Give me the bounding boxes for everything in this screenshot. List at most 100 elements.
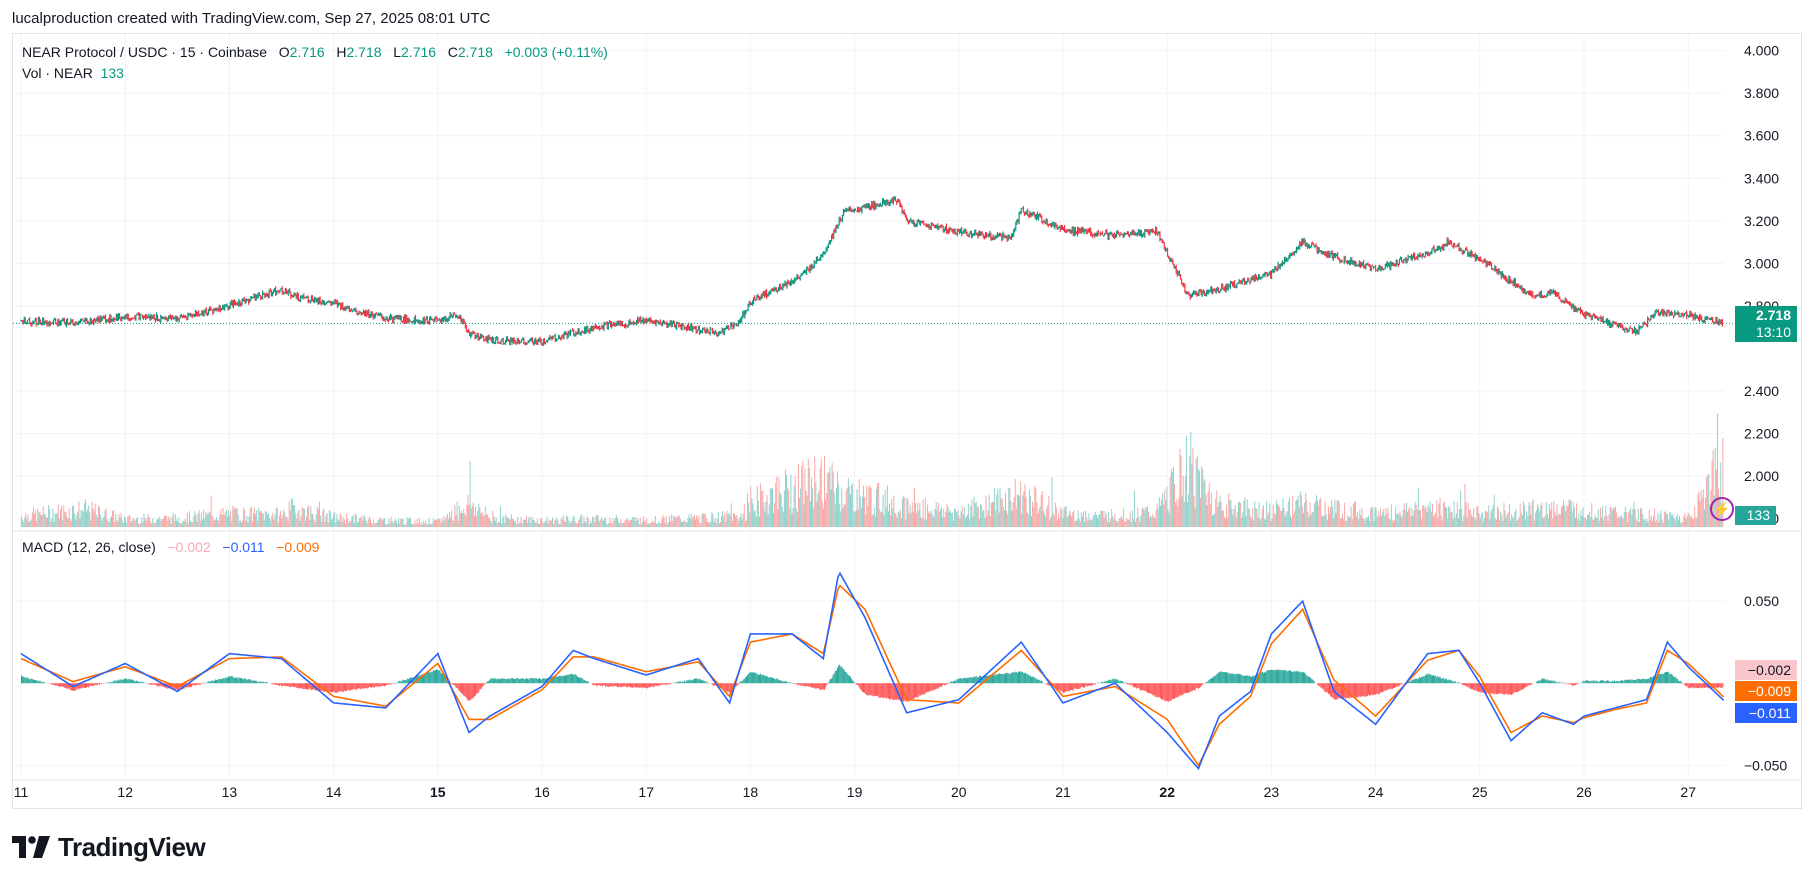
macd-hist-bar xyxy=(211,680,213,684)
volume-bar xyxy=(991,502,993,527)
macd-hist-bar xyxy=(799,683,801,685)
macd-hist-bar xyxy=(669,683,671,685)
macd-hist-bar xyxy=(1072,683,1074,691)
volume-bar xyxy=(945,511,947,527)
macd-hist-bar xyxy=(263,682,265,684)
volume-bar xyxy=(988,494,990,527)
macd-hist-bar xyxy=(1383,683,1385,692)
macd-hist-bar xyxy=(760,673,762,684)
macd-hist-bar xyxy=(462,683,464,694)
tradingview-mark-icon xyxy=(12,836,50,858)
volume-bar xyxy=(456,501,458,527)
macd-hist-bar xyxy=(506,678,508,684)
volume-bar xyxy=(178,517,180,527)
macd-hist-bar xyxy=(156,683,158,686)
macd-hist-bar xyxy=(797,683,799,686)
macd-hist-bar xyxy=(813,683,815,688)
volume-bar xyxy=(737,518,739,527)
macd-hist-bar xyxy=(726,683,728,692)
macd-hist-bar xyxy=(576,676,578,684)
volume-bar xyxy=(468,505,470,527)
macd-hist-bar xyxy=(939,683,941,687)
volume-bar xyxy=(724,513,726,527)
macd-hist-bar xyxy=(1150,683,1152,694)
macd-hist-bar xyxy=(1357,683,1359,697)
macd-hist-bar xyxy=(955,681,957,684)
macd-hist-bar xyxy=(851,678,853,684)
macd-signal-tag: −0.009 xyxy=(1735,681,1797,701)
macd-hist-bar xyxy=(1028,675,1030,684)
volume-bar xyxy=(1618,516,1620,527)
volume-bar xyxy=(749,512,751,527)
macd-hist-bar xyxy=(765,676,767,684)
lightning-icon[interactable]: ⚡ xyxy=(1710,497,1734,521)
volume-bar xyxy=(161,519,163,527)
macd-hist-bar xyxy=(1172,683,1174,699)
macd-hist-bar xyxy=(1584,680,1586,684)
volume-bar xyxy=(903,495,905,527)
volume-bar xyxy=(1417,487,1419,527)
volume-bar xyxy=(1682,521,1684,527)
volume-bar xyxy=(569,523,571,527)
macd-hist-bar xyxy=(1442,677,1444,684)
volume-bar xyxy=(1412,516,1414,527)
volume-bar xyxy=(1448,506,1450,527)
volume-bar xyxy=(1480,514,1482,527)
volume-bar xyxy=(275,507,277,527)
macd-hist-bar xyxy=(385,683,387,686)
volume-bar xyxy=(1489,519,1491,527)
macd-hist-bar xyxy=(1128,683,1130,685)
macd-hist-bar xyxy=(844,671,846,684)
volume-tag: 133 xyxy=(1735,506,1776,525)
macd-hist-bar xyxy=(209,681,211,684)
volume-bar xyxy=(245,520,247,527)
volume-bar xyxy=(80,509,82,527)
macd-hist-bar xyxy=(946,683,948,684)
macd-hist-bar xyxy=(503,678,505,684)
macd-hist-bar xyxy=(544,678,546,684)
macd-hist-bar xyxy=(94,683,96,686)
volume-bar xyxy=(986,516,988,527)
volume-bar xyxy=(1183,501,1185,527)
tradingview-logo[interactable]: TradingView xyxy=(12,832,206,862)
volume-bar xyxy=(493,516,495,527)
macd-hist-bar xyxy=(1080,683,1082,688)
volume-bar xyxy=(1268,511,1270,527)
volume-bar xyxy=(460,511,462,527)
macd-hist-bar xyxy=(904,683,906,702)
volume-bar xyxy=(1701,497,1703,527)
macd-hist-bar xyxy=(608,683,610,687)
macd-hist-bar xyxy=(1694,683,1696,688)
volume-bar xyxy=(1534,512,1536,527)
volume-bar xyxy=(181,523,183,527)
volume-bar xyxy=(1608,514,1610,527)
volume-bar xyxy=(177,522,179,527)
macd-hist-bar xyxy=(1302,672,1304,684)
volume-bar xyxy=(464,513,466,527)
macd-hist-bar xyxy=(1656,676,1658,684)
macd-hist-bar xyxy=(751,672,753,684)
macd-hist-bar xyxy=(957,679,959,684)
macd-hist-bar xyxy=(1298,671,1300,684)
macd-hist-bar xyxy=(1638,679,1640,684)
macd-hist-bar xyxy=(78,683,80,690)
macd-hist-bar xyxy=(894,683,896,700)
macd-hist-bar xyxy=(1660,674,1662,684)
macd-hist-bar xyxy=(291,683,293,687)
macd-hist-bar xyxy=(1505,683,1507,694)
macd-hist-bar xyxy=(1450,680,1452,684)
volume-bar xyxy=(598,521,600,527)
macd-hist-bar xyxy=(1183,683,1185,694)
macd-hist-bar xyxy=(122,679,124,684)
macd-hist-bar xyxy=(38,681,40,684)
volume-bar xyxy=(1593,519,1595,527)
macd-hist-bar xyxy=(516,678,518,684)
volume-bar xyxy=(1090,519,1092,527)
volume-bar xyxy=(690,513,692,527)
volume-bar xyxy=(1629,510,1631,527)
macd-hist-bar xyxy=(581,677,583,684)
volume-bar xyxy=(1403,503,1405,527)
macd-hist-bar xyxy=(562,675,564,684)
volume-bar xyxy=(333,513,335,527)
